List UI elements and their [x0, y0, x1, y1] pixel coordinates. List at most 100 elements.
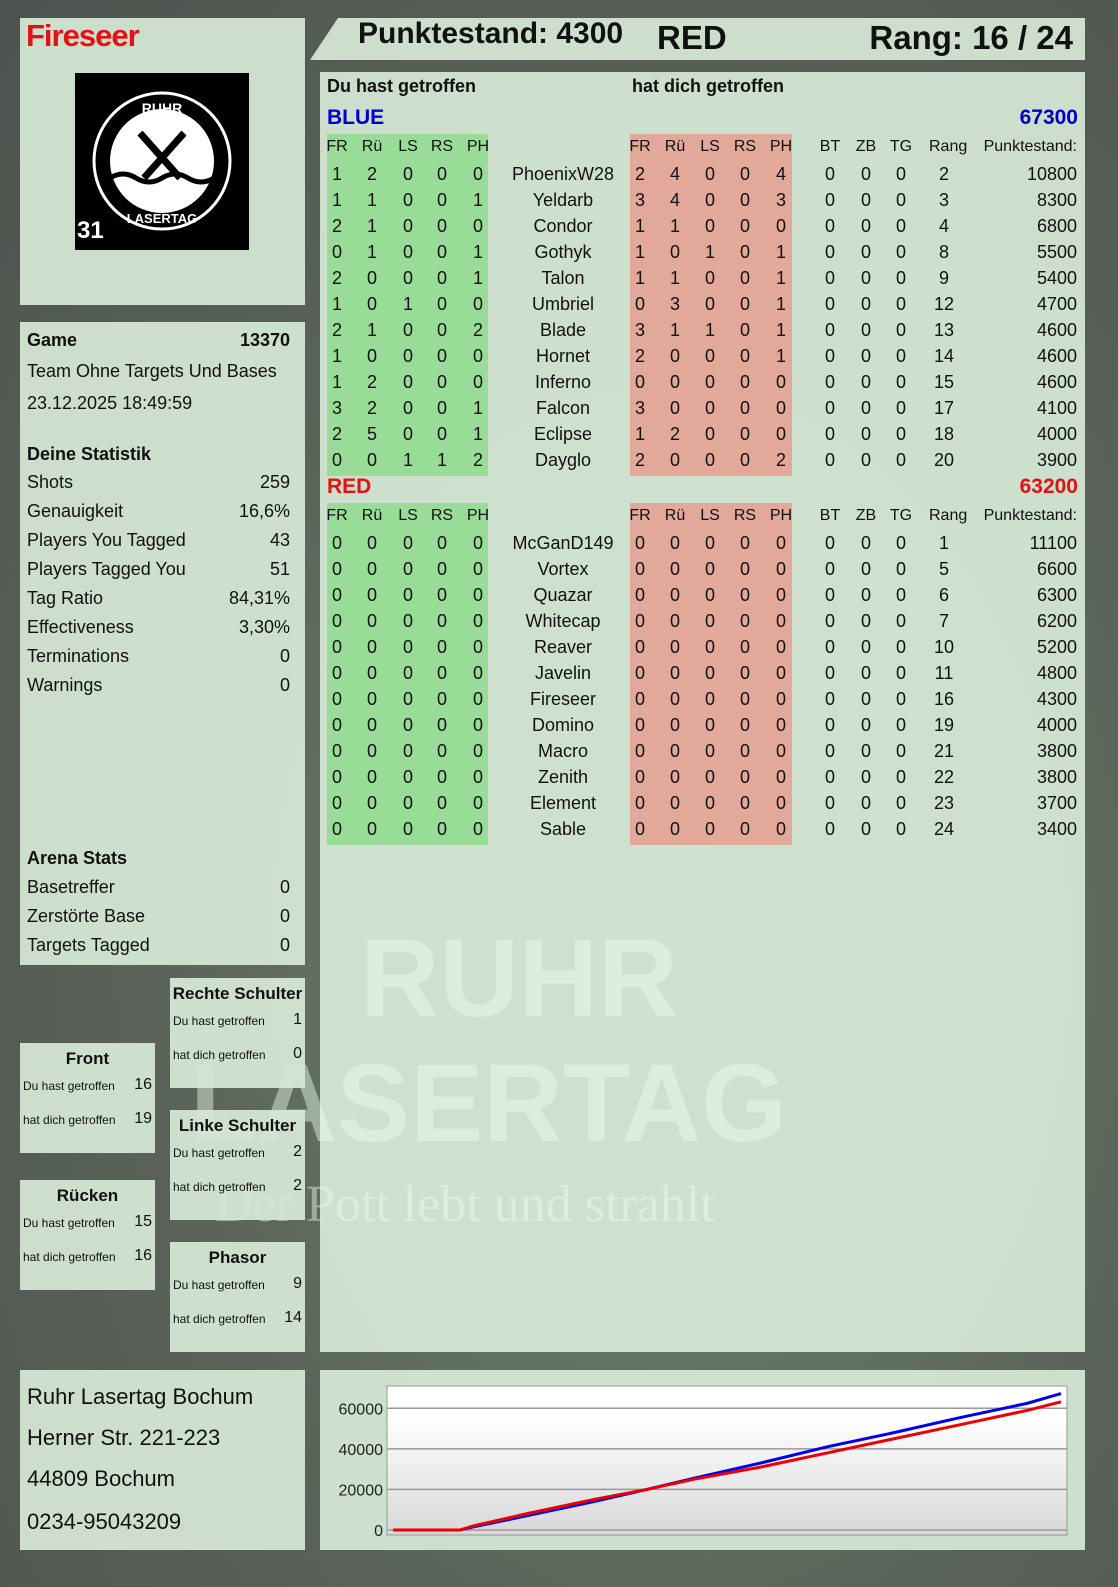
table-cell: 1 — [704, 320, 715, 340]
table-cell: 0 — [472, 346, 483, 366]
table-cell: 0 — [402, 242, 413, 262]
table-cell: 0 — [402, 164, 413, 184]
table-cell: 0 — [739, 741, 750, 761]
table-cell: 1 — [366, 216, 377, 236]
table-cell: 0 — [331, 741, 342, 761]
table-cell: 1 — [331, 372, 342, 392]
table-cell: 0 — [824, 637, 835, 657]
table-cell: 0 — [860, 741, 871, 761]
table-cell: 0 — [366, 793, 377, 813]
table-cell: 0 — [472, 767, 483, 787]
table-cell: 0 — [634, 715, 645, 735]
table-cell: 0 — [824, 164, 835, 184]
player-name-cell: Inferno — [534, 372, 592, 392]
table-cell: 0 — [704, 611, 715, 631]
column-header: BT — [819, 507, 841, 524]
table-cell: 2 — [634, 164, 645, 184]
table-cell: 1 — [472, 268, 483, 288]
table-cell: 0 — [402, 689, 413, 709]
zone-hit-you: 0 — [293, 1045, 302, 1062]
table-cell: 0 — [669, 663, 680, 683]
player-team: RED — [657, 19, 727, 56]
table-cell: 0 — [436, 398, 447, 418]
table-cell: 0 — [669, 585, 680, 605]
table-cell: 0 — [472, 637, 483, 657]
table-cell: 0 — [860, 533, 871, 553]
column-header: LS — [398, 138, 418, 155]
table-cell: 17 — [933, 398, 955, 418]
team-name: RED — [327, 475, 372, 498]
table-cell: 0 — [775, 793, 786, 813]
table-cell: 2 — [669, 424, 680, 444]
table-cell: 3 — [775, 190, 786, 210]
table-cell: 0 — [634, 793, 645, 813]
table-cell: 0 — [366, 268, 377, 288]
table-cell: 0 — [739, 242, 750, 262]
game-datetime: 23.12.2025 18:49:59 — [27, 393, 290, 414]
table-cell: 1 — [669, 216, 680, 236]
table-cell: 4 — [669, 190, 680, 210]
stat-value: 0 — [279, 646, 290, 666]
table-cell: 0 — [824, 533, 835, 553]
table-cell: 0 — [895, 424, 906, 444]
table-cell: 12 — [933, 294, 955, 314]
game-id: 13370 — [239, 330, 290, 350]
table-cell: 0 — [472, 372, 483, 392]
table-cell: 0 — [860, 611, 871, 631]
club-logo: RUHR LASERTAG 31 — [75, 73, 249, 250]
zone-you-hit: 9 — [293, 1275, 302, 1292]
table-cell: 0 — [739, 611, 750, 631]
table-cell: 0 — [331, 715, 342, 735]
table-cell: 0 — [436, 585, 447, 605]
table-cell: 6200 — [1036, 611, 1077, 631]
table-cell: 0 — [824, 372, 835, 392]
table-cell: 0 — [472, 819, 483, 839]
table-cell: 0 — [436, 819, 447, 839]
table-cell: 0 — [860, 767, 871, 787]
table-cell: 0 — [402, 268, 413, 288]
table-cell: 0 — [366, 637, 377, 657]
table-row: 0 0 0 0 0 Fireseer 0 0 0 0 0 0 0 0 16 4300 — [327, 687, 1082, 713]
table-cell: 0 — [775, 611, 786, 631]
player-name-cell: Sable — [539, 819, 587, 839]
hit-you-heading: hat dich getroffen — [632, 76, 784, 96]
table-cell: 0 — [472, 559, 483, 579]
player-name-cell: Yeldarb — [532, 190, 594, 210]
table-cell: 0 — [824, 741, 835, 761]
game-datetime-text: 23.12.2025 18:49:59 — [27, 393, 193, 413]
stats-heading: Deine Statistik — [27, 444, 290, 465]
watermark-ruhr: RUHR — [360, 917, 678, 1040]
table-cell: 0 — [739, 689, 750, 709]
column-header: ZB — [855, 507, 877, 524]
arena-label: Zerstörte Base — [27, 906, 146, 926]
zone-you-hit-label: Du hast getroffen — [173, 1014, 265, 1028]
table-cell: 0 — [860, 372, 871, 392]
player-name-cell: Javelin — [534, 663, 592, 683]
table-cell: 0 — [402, 424, 413, 444]
table-cell: 0 — [704, 819, 715, 839]
table-cell: 0 — [895, 346, 906, 366]
column-header: RS — [430, 507, 454, 524]
table-cell: 5200 — [1036, 637, 1077, 657]
table-cell: 0 — [739, 268, 750, 288]
table-cell: 3 — [331, 398, 342, 418]
table-cell: 0 — [895, 767, 906, 787]
table-cell: 0 — [331, 559, 342, 579]
table-cell: 0 — [704, 294, 715, 314]
table-cell: 0 — [739, 398, 750, 418]
hit-you-bg — [630, 503, 792, 845]
table-row: 0 0 0 0 0 Element 0 0 0 0 0 0 0 0 23 3700 — [327, 791, 1082, 817]
table-cell: 0 — [860, 559, 871, 579]
column-header: RS — [733, 138, 757, 155]
table-cell: 0 — [895, 585, 906, 605]
table-cell: 0 — [895, 320, 906, 340]
column-header: Rang — [929, 138, 968, 155]
table-cell: 0 — [895, 294, 906, 314]
hit-zone-3: Rücken Du hast getroffen 15 hat dich get… — [20, 1180, 155, 1290]
table-cell: 16 — [933, 689, 955, 709]
table-cell: 0 — [366, 346, 377, 366]
player-name-cell: Condor — [533, 216, 593, 236]
table-cell: 0 — [472, 741, 483, 761]
arena-row: Zerstörte Base 0 — [27, 906, 290, 927]
stat-row: Genauigkeit 16,6% — [27, 501, 290, 522]
